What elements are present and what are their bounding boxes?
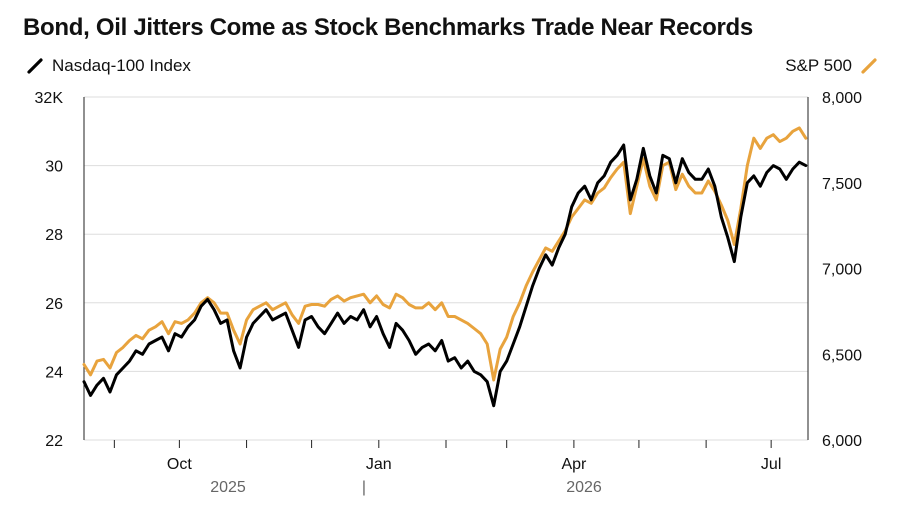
right-tick-label: 6,500 — [822, 347, 862, 364]
orange-line-swatch-icon — [861, 58, 877, 74]
x-tick-label: Oct — [167, 456, 192, 473]
x-tick-label: Jul — [761, 456, 781, 473]
left-tick-label: 24 — [45, 364, 63, 381]
legend-label-sp500: S&P 500 — [785, 56, 852, 75]
left-tick-label: 28 — [45, 227, 63, 244]
black-line-swatch-icon — [27, 58, 43, 74]
x-tick-label: Jan — [366, 456, 392, 473]
series-line-nasdaq — [82, 143, 808, 408]
right-axis: 6,000 6,500 7,000 7,500 8,000 — [822, 90, 862, 450]
x-year-label: 2025 — [210, 479, 246, 496]
x-year-label: 2026 — [566, 479, 602, 496]
left-tick-label: 26 — [45, 296, 63, 313]
legend-nasdaq: Nasdaq-100 Index — [26, 56, 191, 76]
series-layer — [82, 126, 808, 408]
left-tick-label: 30 — [45, 159, 63, 176]
left-axis: 22 24 26 28 30 32K — [35, 90, 64, 450]
grid-lines — [84, 96, 808, 441]
chart-title: Bond, Oil Jitters Come as Stock Benchmar… — [23, 14, 753, 41]
x-axis: Oct Jan Apr Jul 2025 | 2026 — [83, 97, 809, 496]
series-line-sp500 — [82, 126, 808, 382]
x-tick-label: Apr — [561, 456, 587, 473]
right-tick-label: 8,000 — [822, 90, 862, 107]
right-tick-label: 7,500 — [822, 176, 862, 193]
right-tick-label: 6,000 — [822, 433, 862, 450]
left-tick-label: 32K — [35, 90, 64, 107]
left-tick-label: 22 — [45, 433, 63, 450]
legend-label-nasdaq: Nasdaq-100 Index — [52, 56, 191, 75]
x-year-separator: | — [362, 479, 366, 496]
legend-sp500: S&P 500 — [785, 56, 878, 76]
right-tick-label: 7,000 — [822, 262, 862, 279]
